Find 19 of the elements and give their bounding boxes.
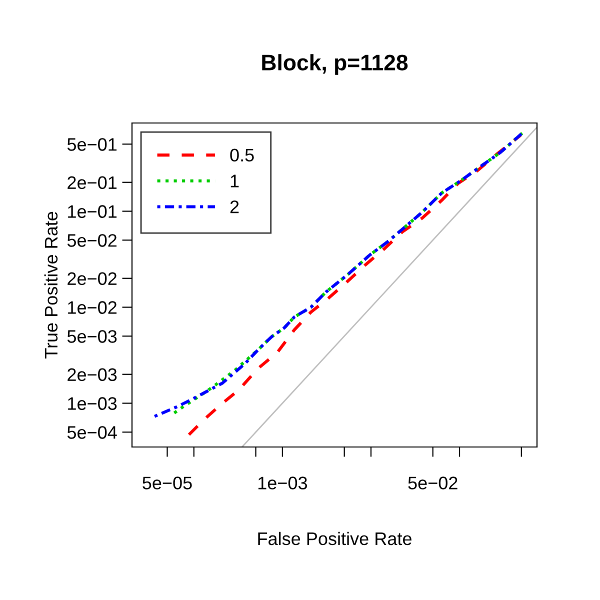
y-tick-label: 2e−01 [68,176,117,190]
x-tick-label: 1e−03 [258,476,307,490]
y-tick-label: 5e−04 [67,426,117,439]
x-axis-title: False Positive Rate [258,532,412,546]
legend-label: 1 [230,174,239,188]
legend-label: 2 [230,200,239,214]
y-tick-label: 5e−02 [67,234,117,247]
y-tick-label: 1e−03 [68,397,117,410]
y-tick-label: 1e−01 [68,205,117,218]
y-tick-label: 2e−03 [68,368,117,382]
x-tick-label: 5e−05 [142,476,192,490]
x-tick-label: 5e−02 [408,476,458,490]
chart-title: Block, p=1128 [262,54,408,75]
y-tick-label: 5e−03 [67,330,117,343]
y-tick-label: 2e−02 [68,272,117,286]
legend-label: 0.5 [230,148,254,162]
y-axis-title: True Positive Rate [44,212,58,359]
y-tick-label: 5e−01 [67,138,117,151]
y-tick-label: 1e−02 [68,301,117,314]
